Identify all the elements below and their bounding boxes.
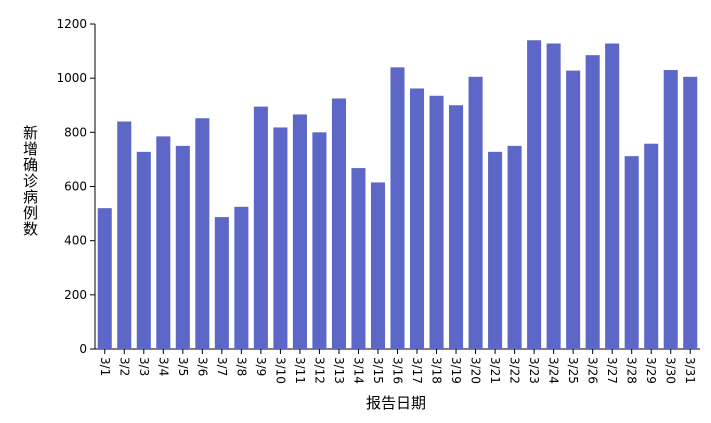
x-tick-label: 3/28 [625, 357, 639, 384]
bar [468, 76, 483, 349]
x-tick-label: 3/7 [215, 357, 229, 376]
bar [507, 145, 522, 349]
x-tick-label: 3/10 [273, 357, 287, 384]
x-tick-label: 3/6 [195, 357, 209, 376]
x-tick-label: 3/17 [410, 357, 424, 384]
bar [488, 151, 503, 349]
bar [331, 98, 346, 350]
x-tick-label: 3/18 [430, 357, 444, 384]
bar [409, 88, 425, 349]
y-tick-label: 1000 [56, 71, 87, 85]
x-tick-label: 3/3 [137, 357, 151, 376]
x-tick-label: 3/13 [332, 357, 346, 384]
bar [429, 95, 444, 349]
bar [566, 70, 581, 349]
bar [527, 40, 542, 349]
bar [683, 76, 698, 349]
bar [175, 145, 190, 349]
x-tick-label: 3/4 [156, 357, 170, 376]
bar [273, 127, 288, 349]
x-tick-label: 3/15 [371, 357, 385, 384]
bar [234, 206, 249, 349]
bar [449, 105, 464, 349]
bar [136, 151, 151, 349]
bar [117, 121, 132, 349]
x-tick-label: 3/16 [391, 357, 405, 384]
x-tick-label: 3/26 [586, 357, 600, 384]
bar [546, 43, 561, 349]
bar [351, 168, 366, 349]
x-tick-label: 3/14 [351, 357, 365, 384]
x-tick-label: 3/19 [449, 357, 463, 384]
x-tick-label: 3/11 [293, 357, 307, 384]
x-tick-label: 3/5 [176, 357, 190, 376]
x-tick-label: 3/25 [566, 357, 580, 384]
x-tick-label: 3/8 [234, 357, 248, 376]
y-tick-label: 400 [64, 234, 87, 248]
x-tick-label: 3/21 [488, 357, 502, 384]
x-tick-label: 3/20 [469, 357, 483, 384]
x-tick-label: 3/27 [605, 357, 619, 384]
bar [663, 70, 678, 350]
bar [390, 67, 405, 349]
bar [156, 136, 171, 349]
bar [292, 114, 307, 349]
bar [605, 43, 620, 349]
y-tick-label: 800 [64, 125, 87, 139]
x-tick-label: 3/23 [527, 357, 541, 384]
y-tick-label: 600 [64, 180, 87, 194]
x-tick-label: 3/2 [117, 357, 131, 376]
y-tick-label: 0 [79, 342, 87, 356]
x-tick-label: 3/1 [98, 357, 112, 376]
x-tick-label: 3/9 [254, 357, 268, 376]
bar [624, 156, 639, 349]
x-tick-label: 3/30 [664, 357, 678, 384]
x-tick-label: 3/22 [508, 357, 522, 384]
bar [195, 118, 210, 349]
x-tick-label: 3/24 [547, 357, 561, 384]
y-tick-label: 200 [64, 288, 87, 302]
bar [97, 208, 112, 349]
bar [214, 217, 229, 349]
bar [370, 182, 386, 349]
y-tick-label: 1200 [56, 17, 87, 31]
x-tick-label: 3/12 [312, 357, 326, 384]
bar [644, 143, 659, 349]
x-tick-label: 3/31 [683, 357, 697, 384]
x-tick-label: 3/29 [644, 357, 658, 384]
y-axis-label: 新增确诊病例数 [21, 125, 39, 237]
bar [585, 55, 600, 349]
x-axis-label: 报告日期 [366, 394, 426, 412]
bar [253, 106, 268, 350]
bar [312, 132, 327, 349]
